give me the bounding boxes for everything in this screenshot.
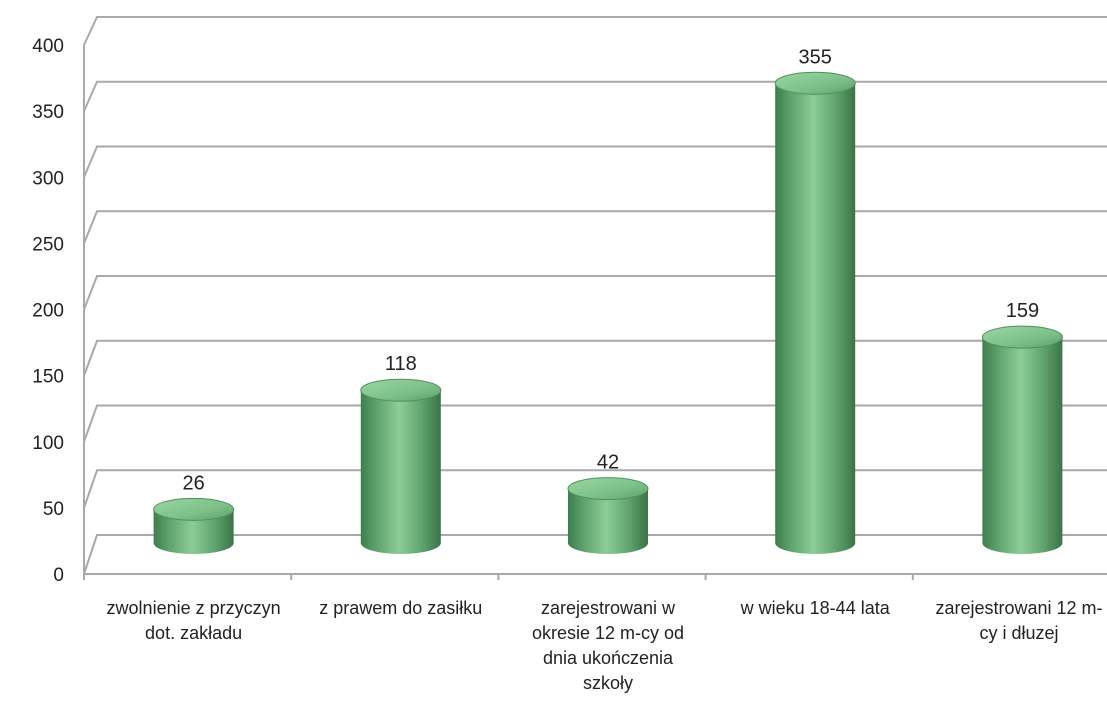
y-tick-label: 200 (32, 301, 64, 322)
data-label: 42 (597, 452, 619, 474)
bar-top (774, 71, 856, 95)
x-tick-label: zwolnienie z przyczyn dot. zakładu (106, 598, 281, 643)
bar-top (153, 497, 235, 521)
x-tick-label: w wieku 18-44 lata (740, 598, 890, 618)
gridline-0 (83, 534, 1107, 575)
bar-top (360, 378, 442, 402)
bar (360, 378, 442, 554)
gridline-200 (83, 275, 1107, 310)
x-tick-label: zarejestrowani 12 m-cy i dłuzej (935, 598, 1103, 643)
gridline-250 (83, 210, 1107, 244)
bar-body (775, 83, 856, 555)
y-tick-label: 300 (32, 168, 64, 189)
gridline-100 (83, 404, 1107, 443)
y-tick-label: 50 (43, 499, 64, 520)
data-label: 355 (799, 46, 832, 68)
y-tick-label: 400 (32, 36, 64, 57)
bar-top (567, 477, 649, 501)
gridline-150 (83, 339, 1107, 376)
y-tick-label: 250 (32, 234, 64, 255)
y-tick-label: 150 (32, 367, 64, 388)
bar-body (982, 337, 1063, 554)
bar-body (153, 509, 234, 554)
axes: 0 50 100 150 200 250 300 350 400 (32, 36, 1107, 586)
bar (774, 71, 856, 555)
x-tick-label: z prawem do zasiłku (319, 598, 483, 618)
bar (567, 477, 649, 554)
data-labels: 26 118 42 355 159 (182, 46, 1039, 494)
gridline-350 (83, 80, 1107, 112)
bar (981, 325, 1063, 554)
bar-body (568, 488, 648, 554)
gridline-50 (83, 469, 1107, 509)
data-label: 159 (1006, 300, 1039, 322)
x-tick-label: zarejestrowani w okresie 12 m-cy od dnia… (531, 598, 685, 693)
gridline-400 (83, 16, 1107, 46)
gridline-300 (83, 145, 1107, 178)
gridlines (83, 16, 1107, 575)
y-tick-label: 350 (32, 102, 64, 123)
bar-top (981, 325, 1063, 349)
data-label: 118 (385, 353, 417, 375)
y-tick-label: 0 (53, 565, 64, 586)
bar (153, 497, 235, 554)
y-tick-label: 100 (32, 433, 64, 454)
data-label: 26 (182, 472, 204, 494)
bar-body (360, 390, 441, 554)
bars (153, 71, 1063, 555)
